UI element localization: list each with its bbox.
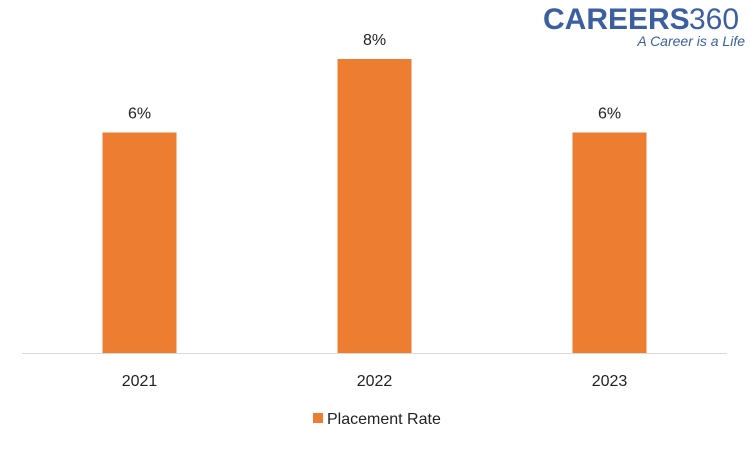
bar-2021 — [102, 132, 177, 353]
logo-number: 360 — [689, 3, 739, 36]
bar-2022 — [337, 59, 412, 353]
x-tick-labels: 2021 2022 2023 — [122, 373, 628, 390]
careers360-logo: CAREERS 360 A Career is a Life — [543, 3, 745, 49]
legend-swatch-placement-rate — [313, 413, 323, 423]
bars-group — [102, 59, 647, 353]
legend: Placement Rate — [313, 411, 441, 428]
logo-brand: CAREERS — [543, 3, 690, 36]
x-tick-label-2023: 2023 — [592, 373, 628, 390]
data-label-2021: 6% — [128, 106, 151, 123]
data-labels-group: 6% 8% 6% — [128, 32, 621, 123]
x-tick-label-2021: 2021 — [122, 373, 158, 390]
legend-label-placement-rate: Placement Rate — [327, 411, 441, 428]
data-label-2023: 6% — [598, 106, 621, 123]
data-label-2022: 8% — [363, 32, 386, 49]
logo-tagline: A Career is a Life — [636, 33, 745, 49]
x-tick-label-2022: 2022 — [357, 373, 393, 390]
bar-2023 — [572, 132, 647, 353]
